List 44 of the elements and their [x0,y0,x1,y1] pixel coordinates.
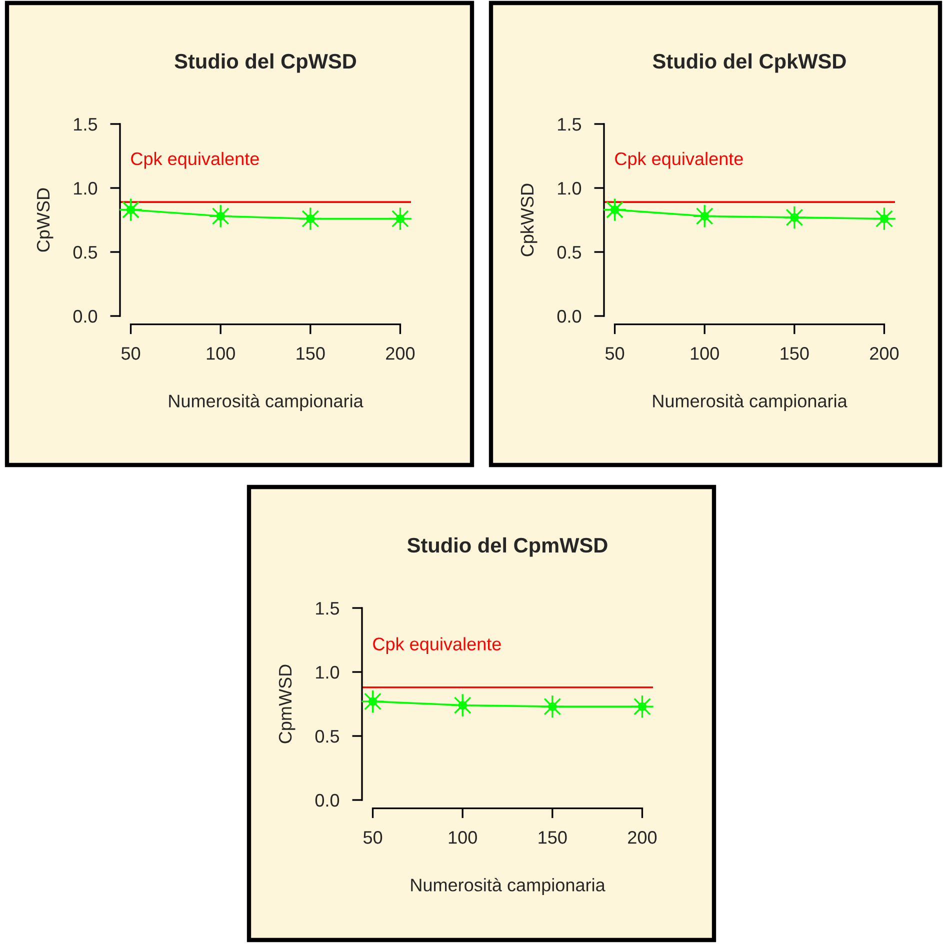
y-tick-label: 1.5 [316,602,340,615]
y-tick-label: 1.5 [74,118,98,131]
point [298,206,322,231]
y-tick-label: 0.0 [557,310,582,323]
x-tick-label: 150 [296,347,325,360]
point [602,198,627,222]
x-tick-label: 50 [605,347,624,360]
y-tick-label: 0.0 [73,310,98,323]
y-axis-title: CpmWSD [278,664,296,744]
point [118,198,143,222]
x-tick-label: 50 [121,347,140,360]
chart-title: Studio del CpkWSD [652,53,846,73]
x-tick-label: 200 [386,347,415,360]
point [388,206,412,231]
x-tick-label: 150 [538,831,567,844]
y-tick-label: 1.0 [558,182,582,195]
x-tick-label: 100 [448,831,477,844]
y-tick-label: 0.0 [315,794,340,807]
point [782,205,806,230]
chart-title: Studio del CpWSD [174,53,356,73]
point [208,204,233,228]
x-tick-label: 100 [690,347,719,360]
y-tick-label: 1.0 [74,182,98,195]
ref-line-label: Cpk equivalente [131,152,259,169]
ref-line-label: Cpk equivalente [373,637,501,654]
x-axis-title: Numerosità campionaria [411,878,606,895]
ref-line-label: Cpk equivalente [615,152,743,169]
y-axis-title: CpkWSD [520,184,538,256]
x-tick-label: 200 [628,831,657,844]
x-tick-label: 50 [363,831,382,844]
point [872,206,896,231]
y-tick-label: 1.0 [316,666,340,679]
y-axis-title: CpWSD [36,188,54,252]
chart-title: Studio del CpmWSD [407,537,608,557]
x-axis-title: Numerosità campionaria [653,394,848,411]
x-axis-title: Numerosità campionaria [169,394,364,411]
y-tick-label: 1.5 [558,118,582,131]
x-tick-label: 150 [780,347,809,360]
y-tick-label: 0.5 [557,246,582,259]
x-tick-label: 100 [206,347,235,360]
x-tick-label: 200 [870,347,899,360]
y-tick-label: 0.5 [73,246,98,259]
y-tick-label: 0.5 [315,730,340,743]
point [692,204,717,228]
